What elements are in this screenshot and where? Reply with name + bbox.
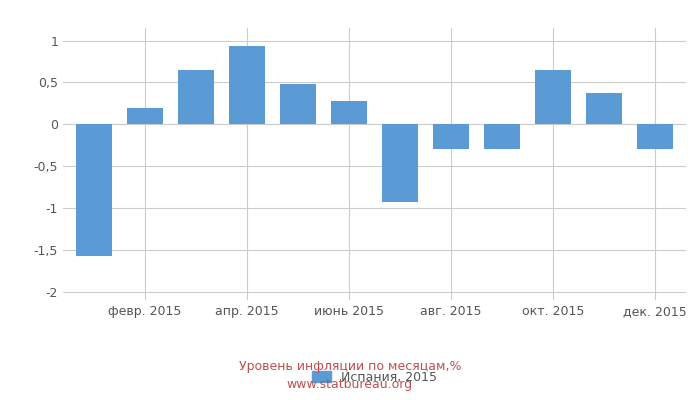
Bar bbox=[382, 124, 418, 202]
Bar bbox=[229, 46, 265, 124]
Bar bbox=[433, 124, 469, 149]
Bar bbox=[178, 70, 214, 124]
Text: Уровень инфляции по месяцам,%: Уровень инфляции по месяцам,% bbox=[239, 360, 461, 373]
Bar bbox=[638, 124, 673, 149]
Bar bbox=[76, 124, 111, 256]
Bar bbox=[536, 70, 571, 124]
Legend: Испания, 2015: Испания, 2015 bbox=[307, 366, 442, 389]
Text: www.statbureau.org: www.statbureau.org bbox=[287, 378, 413, 391]
Bar bbox=[484, 124, 520, 149]
Bar bbox=[587, 93, 622, 124]
Bar bbox=[280, 84, 316, 124]
Bar bbox=[127, 108, 162, 124]
Bar bbox=[331, 101, 367, 124]
